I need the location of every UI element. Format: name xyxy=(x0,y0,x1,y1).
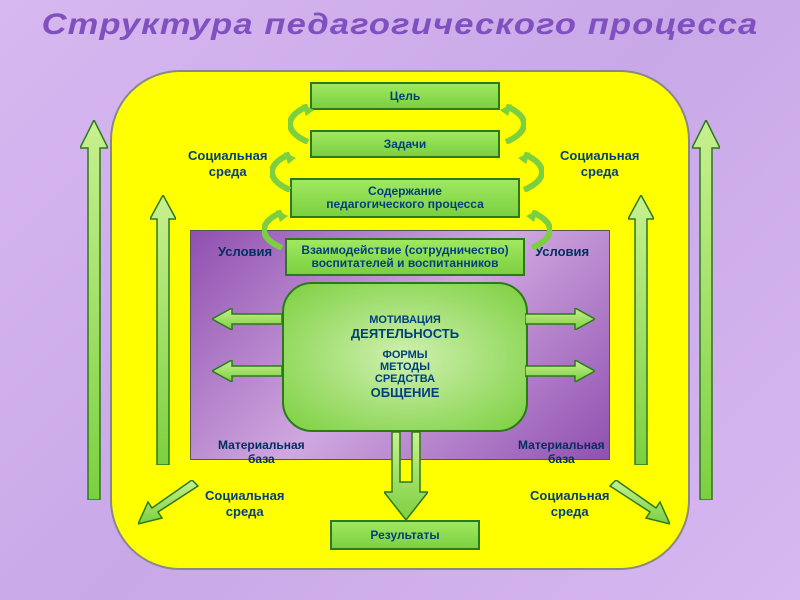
arrow-diag-bl xyxy=(138,480,208,530)
center-box: МОТИВАЦИЯ ДЕЯТЕЛЬНОСТЬ ФОРМЫ МЕТОДЫ СРЕД… xyxy=(282,282,528,432)
center-methods: МЕТОДЫ xyxy=(380,361,430,373)
box-tasks-text: Задачи xyxy=(384,137,427,151)
curve-r3 xyxy=(522,210,552,250)
box-results: Результаты xyxy=(330,520,480,550)
box-content: Содержание педагогического процесса xyxy=(290,178,520,218)
box-goal-text: Цель xyxy=(390,89,421,103)
label-mat-l: Материальная база xyxy=(218,438,305,467)
arrow-outer-left xyxy=(80,120,108,500)
center-comm: ОБЩЕНИЕ xyxy=(371,385,440,400)
arrow-down-results xyxy=(384,432,428,520)
label-social-bl: Социальная среда xyxy=(205,488,284,519)
box-tasks: Задачи xyxy=(310,130,500,158)
center-means: СРЕДСТВА xyxy=(375,373,435,385)
center-motivation: МОТИВАЦИЯ xyxy=(369,314,441,326)
arrow-h-r1 xyxy=(525,308,595,330)
arrow-inner-right xyxy=(628,195,654,465)
box-results-text: Результаты xyxy=(370,528,439,542)
curve-l1 xyxy=(288,104,318,144)
label-mat-r: Материальная база xyxy=(518,438,605,467)
label-social-tl: Социальная среда xyxy=(188,148,267,179)
curve-l2 xyxy=(270,152,300,192)
box-content-l2: педагогического процесса xyxy=(326,198,484,211)
center-forms: ФОРМЫ xyxy=(382,349,427,361)
label-social-tr: Социальная среда xyxy=(560,148,639,179)
arrow-h-l2 xyxy=(212,360,282,382)
box-goal: Цель xyxy=(310,82,500,110)
label-social-br: Социальная среда xyxy=(530,488,609,519)
arrow-diag-br xyxy=(600,480,670,530)
arrow-h-r2 xyxy=(525,360,595,382)
curve-l3 xyxy=(262,210,292,250)
page-title: Структура педагогического процесса xyxy=(42,8,759,42)
center-activity: ДЕЯТЕЛЬНОСТЬ xyxy=(351,326,459,341)
box-interaction: Взаимодействие (сотрудничество) воспитат… xyxy=(285,238,525,276)
box-interact-l2: воспитателей и воспитанников xyxy=(311,257,498,270)
curve-r1 xyxy=(496,104,526,144)
curve-r2 xyxy=(514,152,544,192)
arrow-outer-right xyxy=(692,120,720,500)
arrow-inner-left xyxy=(150,195,176,465)
arrow-h-l1 xyxy=(212,308,282,330)
